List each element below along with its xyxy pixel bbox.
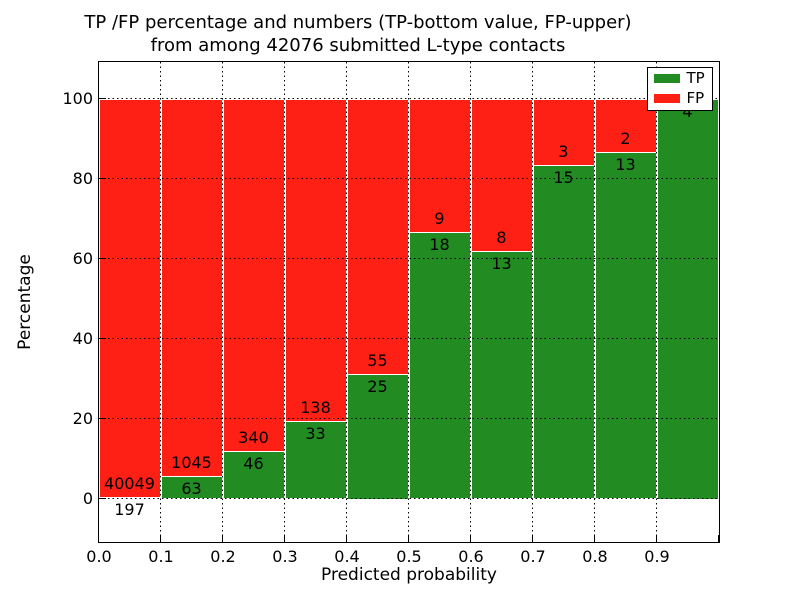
chart-title-line1: TP /FP percentage and numbers (TP-bottom…	[84, 12, 632, 33]
chart-title: TP /FP percentage and numbers (TP-bottom…	[0, 11, 716, 57]
bar-fp-segment	[98, 98, 161, 497]
legend-swatch-tp-icon	[653, 74, 680, 83]
gridline-horizontal	[98, 418, 719, 419]
x-tick-mark	[717, 534, 720, 542]
bar-tp-segment	[532, 165, 595, 499]
x-tick-label: 0.0	[86, 547, 112, 566]
gridline-vertical	[470, 61, 471, 542]
chart-title-line2: from among 42076 submitted L-type contac…	[150, 35, 566, 56]
y-tick-label: 40	[72, 329, 93, 348]
tp-count-label: 13	[491, 253, 512, 273]
y-tick-mark	[98, 177, 106, 180]
bar-tp-segment	[222, 450, 285, 499]
bar-fp-segment	[160, 98, 223, 476]
x-axis-label: Predicted probability	[321, 565, 497, 585]
x-tick-label: 0.1	[148, 547, 174, 566]
legend: TP FP	[646, 66, 713, 111]
x-tick-mark	[283, 534, 286, 542]
fp-count-label: 55	[367, 350, 388, 370]
y-tick-label: 80	[72, 169, 93, 188]
y-tick-label: 60	[72, 249, 93, 268]
legend-label-fp: FP	[686, 89, 705, 107]
x-tick-mark	[469, 534, 472, 542]
bar-fp-segment	[408, 98, 471, 232]
y-tick-mark	[98, 97, 106, 100]
legend-entry-tp: TP	[653, 69, 712, 87]
bar-fp-segment	[284, 98, 347, 422]
legend-swatch-fp-icon	[653, 94, 680, 103]
tp-count-label: 33	[305, 424, 326, 444]
x-tick-mark	[221, 534, 224, 542]
tp-count-label: 15	[553, 168, 574, 188]
bar-tp-segment	[408, 231, 471, 499]
y-tick-label: 100	[62, 89, 93, 108]
x-tick-mark	[531, 534, 534, 542]
legend-entry-fp: FP	[653, 89, 712, 107]
tp-count-label: 197	[114, 499, 145, 519]
gridline-vertical	[346, 61, 347, 542]
bar-fp-segment	[594, 98, 657, 152]
gridline-vertical	[532, 61, 533, 542]
x-tick-label: 0.9	[644, 547, 670, 566]
bar-tp-segment	[594, 151, 657, 499]
tp-count-label: 63	[181, 478, 202, 498]
x-tick-label: 0.4	[334, 547, 360, 566]
gridline-horizontal	[98, 498, 719, 499]
y-tick-mark	[98, 257, 106, 260]
tp-count-label: 46	[243, 453, 264, 473]
fp-count-label: 2	[620, 128, 631, 148]
bar-tp-segment	[656, 98, 719, 499]
bar-tp-segment	[284, 421, 347, 499]
bar-fp-segment	[470, 98, 533, 251]
gridline-vertical	[160, 61, 161, 542]
tp-count-label: 13	[615, 154, 636, 174]
bar-fp-segment	[532, 98, 595, 166]
gridline-vertical	[594, 61, 595, 542]
x-tick-label: 0.3	[272, 547, 298, 566]
y-tick-label: 20	[72, 409, 93, 428]
fp-count-label: 3	[558, 142, 569, 162]
x-tick-mark	[655, 534, 658, 542]
gridline-vertical	[284, 61, 285, 542]
x-tick-mark	[345, 534, 348, 542]
x-tick-mark	[159, 534, 162, 542]
fp-count-label: 8	[496, 227, 507, 247]
plot-area: TP FP 40049 197 1045 63 340 46 138 33 55 25 9 18 8 13…	[97, 60, 720, 543]
gridline-horizontal	[98, 258, 719, 259]
x-tick-label: 0.2	[210, 547, 236, 566]
x-tick-mark	[593, 534, 596, 542]
legend-label-tp: TP	[686, 69, 705, 87]
x-tick-label: 0.6	[458, 547, 484, 566]
y-axis-label: Percentage	[15, 254, 35, 350]
bar-fp-segment	[222, 98, 285, 451]
x-tick-label: 0.5	[396, 547, 422, 566]
gridline-vertical	[222, 61, 223, 542]
y-tick-mark	[98, 497, 106, 500]
fp-count-label: 138	[300, 398, 331, 418]
x-tick-label: 0.8	[582, 547, 608, 566]
bar-tp-segment	[470, 250, 533, 499]
gridline-vertical	[408, 61, 409, 542]
x-tick-mark	[97, 534, 100, 542]
gridline-horizontal	[98, 98, 719, 99]
gridline-horizontal	[98, 338, 719, 339]
y-tick-label: 0	[82, 489, 93, 508]
y-tick-mark	[98, 417, 106, 420]
bar-tp-segment	[346, 373, 409, 499]
fp-count-label: 1045	[171, 452, 212, 472]
bar-fp-segment	[346, 98, 409, 374]
x-tick-label: 0.7	[520, 547, 546, 566]
tp-count-label: 4	[682, 101, 693, 121]
tp-count-label: 18	[429, 234, 450, 254]
fp-count-label: 40049	[104, 473, 155, 493]
fp-count-label: 9	[434, 208, 445, 228]
tp-count-label: 25	[367, 376, 388, 396]
gridline-vertical	[656, 61, 657, 542]
fp-count-label: 340	[238, 427, 269, 447]
gridline-horizontal	[98, 178, 719, 179]
y-tick-mark	[98, 337, 106, 340]
x-tick-mark	[407, 534, 410, 542]
